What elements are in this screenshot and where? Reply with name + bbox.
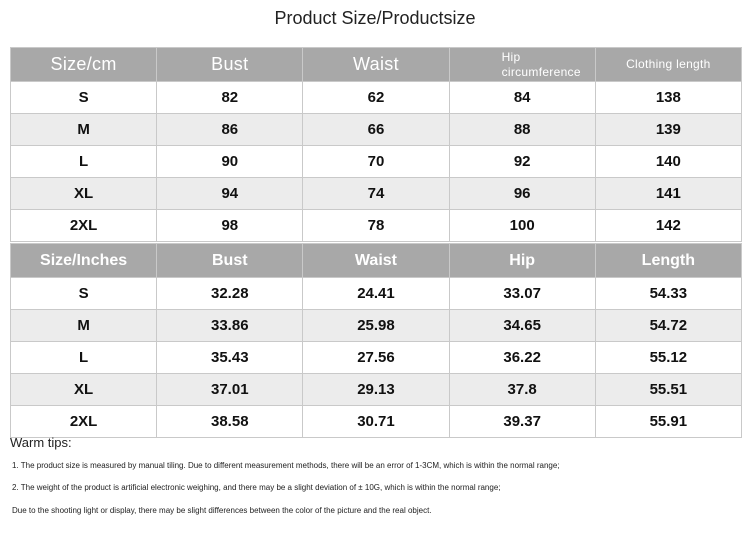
column-header-size: Size/Inches: [9, 243, 158, 278]
page-title: Product Size/Productsize: [274, 8, 476, 28]
table-cell: XL: [9, 373, 158, 406]
table-cell: M: [9, 309, 158, 342]
table-cell: 38.58: [156, 405, 304, 438]
table-cell: 74: [302, 177, 450, 210]
table-cell: 55.12: [594, 341, 742, 374]
table-row: M 86 66 88 139: [9, 113, 742, 146]
table-row: S 82 62 84 138: [9, 81, 742, 114]
table-cell: 90: [156, 145, 304, 178]
table-cell: 2XL: [9, 405, 158, 438]
table-cell: 100: [448, 209, 596, 242]
table-row: XL 37.01 29.13 37.8 55.51: [9, 373, 742, 406]
table-row: S 32.28 24.41 33.07 54.33: [9, 277, 742, 310]
column-header-length: Clothing length: [594, 47, 742, 82]
table-cell: 62: [302, 81, 450, 114]
table-cell: 25.98: [302, 309, 450, 342]
table-row: 2XL 98 78 100 142: [9, 209, 742, 242]
table-cell: 2XL: [9, 209, 158, 242]
size-table-cm: Size/cm Bust Waist Hip circumference Clo…: [9, 47, 742, 242]
table-cell: 82: [156, 81, 304, 114]
table-cell: 34.65: [448, 309, 596, 342]
column-header-waist: Waist: [302, 47, 450, 82]
table-cell: 66: [302, 113, 450, 146]
table-row: L 35.43 27.56 36.22 55.12: [9, 341, 742, 374]
column-header-waist: Waist: [302, 243, 450, 278]
table-row: M 33.86 25.98 34.65 54.72: [9, 309, 742, 342]
table-cell: 30.71: [302, 405, 450, 438]
table-cell: S: [9, 277, 158, 310]
column-header-size: Size/cm: [9, 47, 158, 82]
table-cell: 138: [594, 81, 742, 114]
column-header-bust: Bust: [156, 243, 304, 278]
table-cell: 39.37: [448, 405, 596, 438]
column-header-hip: Hip circumference: [448, 47, 596, 82]
table-cell: 54.72: [594, 309, 742, 342]
table-cell: 94: [156, 177, 304, 210]
table-cell: 142: [594, 209, 742, 242]
table-cell: 24.41: [302, 277, 450, 310]
table-cell: 33.07: [448, 277, 596, 310]
size-table-inches: Size/Inches Bust Waist Hip Length S 32.2…: [9, 243, 742, 438]
column-header-bust: Bust: [156, 47, 304, 82]
table-row: XL 94 74 96 141: [9, 177, 742, 210]
table-cell: 78: [302, 209, 450, 242]
table-cell: 35.43: [156, 341, 304, 374]
table-cell: 55.91: [594, 405, 742, 438]
table-cell: 139: [594, 113, 742, 146]
table-cell: M: [9, 113, 158, 146]
table-cell: 88: [448, 113, 596, 146]
table-cell: 98: [156, 209, 304, 242]
table-cell: 27.56: [302, 341, 450, 374]
table-cell: 37.8: [448, 373, 596, 406]
table-cell: 32.28: [156, 277, 304, 310]
table-cell: 84: [448, 81, 596, 114]
column-header-length: Length: [594, 243, 742, 278]
table-cell: 55.51: [594, 373, 742, 406]
table-cell: 33.86: [156, 309, 304, 342]
table-cell: 92: [448, 145, 596, 178]
table-cell: 36.22: [448, 341, 596, 374]
table-cell: 96: [448, 177, 596, 210]
table-cell: S: [9, 81, 158, 114]
table-cell: XL: [9, 177, 158, 210]
table-row: 2XL 38.58 30.71 39.37 55.91: [9, 405, 742, 438]
table-cell: 86: [156, 113, 304, 146]
table-header-row: Size/Inches Bust Waist Hip Length: [9, 243, 742, 278]
table-cell: 29.13: [302, 373, 450, 406]
warm-tip-2: 2. The weight of the product is artifici…: [12, 483, 501, 492]
table-header-row: Size/cm Bust Waist Hip circumference Clo…: [9, 47, 742, 82]
table-cell: 37.01: [156, 373, 304, 406]
table-cell: 140: [594, 145, 742, 178]
table-cell: 141: [594, 177, 742, 210]
warm-tips-heading: Warm tips:: [10, 435, 72, 450]
table-row: L 90 70 92 140: [9, 145, 742, 178]
table-cell: L: [9, 341, 158, 374]
warm-tip-3: Due to the shooting light or display, th…: [12, 506, 432, 515]
table-cell: 54.33: [594, 277, 742, 310]
table-cell: L: [9, 145, 158, 178]
warm-tip-1: 1. The product size is measured by manua…: [12, 461, 560, 470]
column-header-hip: Hip: [448, 243, 596, 278]
table-cell: 70: [302, 145, 450, 178]
